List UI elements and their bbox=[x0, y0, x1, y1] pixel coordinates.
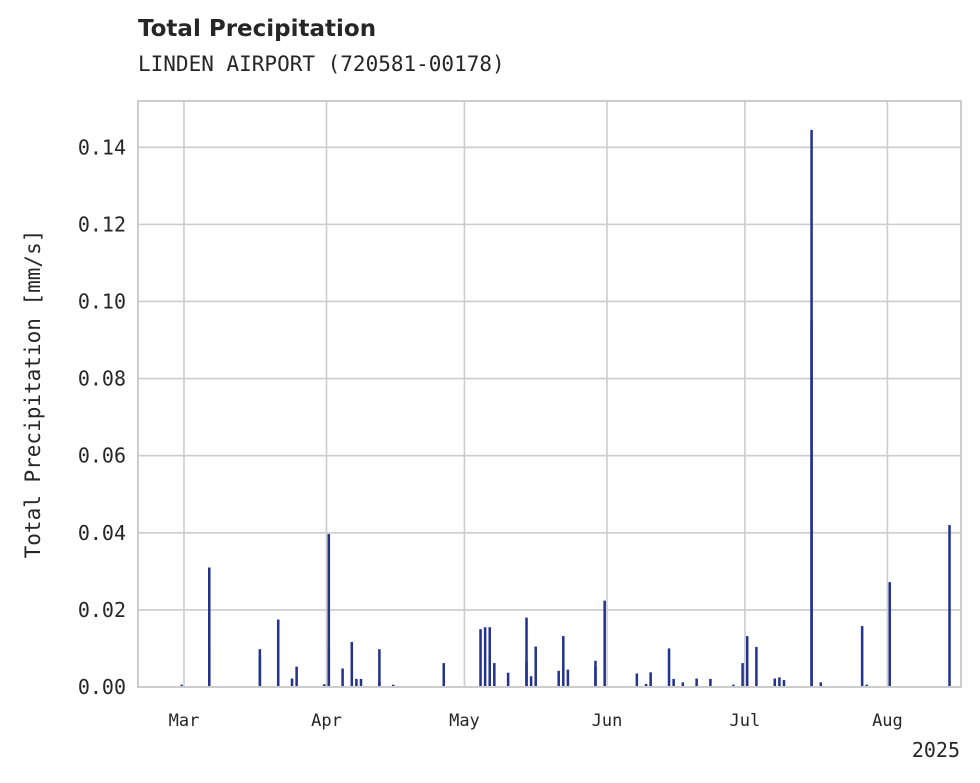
precip-bar bbox=[603, 600, 606, 687]
bar-series bbox=[180, 129, 951, 687]
precip-bar bbox=[442, 663, 446, 687]
y-tick-label: 0.00 bbox=[78, 675, 126, 699]
precip-bar bbox=[782, 680, 786, 687]
precip-bar bbox=[672, 678, 675, 687]
precip-bar bbox=[732, 684, 735, 687]
precip-bar bbox=[355, 678, 358, 687]
precip-bar bbox=[295, 666, 298, 687]
precip-bar bbox=[635, 673, 639, 687]
plot-frame bbox=[137, 100, 962, 688]
precip-bar bbox=[208, 567, 211, 687]
x-tick-label: May bbox=[449, 711, 480, 731]
precip-bar bbox=[327, 533, 331, 687]
precip-bar bbox=[341, 668, 344, 687]
chart-subtitle: LINDEN AIRPORT (720581-00178) bbox=[138, 52, 505, 76]
precip-bar bbox=[258, 649, 262, 687]
precip-bar bbox=[778, 677, 781, 687]
y-axis-label: Total Precipitation [mm/s] bbox=[21, 230, 45, 559]
x-tick-label: Jun bbox=[592, 711, 623, 731]
x-axis-ticks: Mar Apr May Jun Jul Aug bbox=[169, 711, 903, 731]
chart-title: Total Precipitation bbox=[138, 16, 377, 42]
precip-bar bbox=[562, 636, 565, 687]
precip-bar bbox=[819, 682, 823, 687]
precip-bar bbox=[525, 617, 528, 687]
precip-bar bbox=[773, 678, 777, 687]
precip-bar bbox=[557, 670, 560, 687]
x-tick-label: Jul bbox=[730, 711, 761, 731]
precip-bar bbox=[378, 649, 381, 687]
precip-bar bbox=[483, 627, 487, 687]
precip-bar bbox=[506, 672, 510, 687]
x-tick-label: Apr bbox=[311, 711, 342, 731]
precip-bar bbox=[649, 672, 652, 687]
precip-bar bbox=[755, 646, 758, 687]
precip-bar bbox=[534, 646, 537, 687]
precip-bar bbox=[180, 684, 183, 687]
precip-bar bbox=[681, 682, 685, 687]
precip-bar bbox=[327, 646, 331, 687]
precip-bar bbox=[948, 525, 951, 687]
precip-bar bbox=[488, 627, 491, 687]
precip-bar bbox=[888, 582, 891, 687]
y-tick-label: 0.08 bbox=[78, 367, 126, 391]
x-offset-label: 2025 bbox=[912, 738, 960, 762]
precip-bar bbox=[208, 644, 211, 687]
y-tick-label: 0.02 bbox=[78, 598, 126, 622]
precip-bar bbox=[709, 678, 712, 687]
precip-bar bbox=[350, 641, 354, 687]
precip-bar bbox=[644, 683, 648, 687]
precip-bar bbox=[276, 631, 280, 687]
precip-bar bbox=[493, 663, 496, 687]
y-tick-label: 0.04 bbox=[78, 521, 126, 545]
precip-bar bbox=[479, 629, 482, 687]
precip-bar bbox=[529, 676, 533, 687]
precip-bar bbox=[391, 684, 395, 687]
precip-bar bbox=[290, 678, 294, 687]
y-tick-label: 0.06 bbox=[78, 444, 126, 468]
precip-bar bbox=[810, 320, 813, 687]
x-tick-label: Mar bbox=[169, 711, 200, 731]
precip-bar bbox=[359, 678, 363, 687]
x-tick-label: Aug bbox=[872, 711, 903, 731]
precip-bar bbox=[860, 626, 864, 687]
precip-bar bbox=[322, 684, 326, 687]
precip-bar bbox=[695, 678, 698, 687]
precip-bar bbox=[594, 660, 597, 687]
grid-lines bbox=[138, 101, 961, 688]
y-tick-label: 0.10 bbox=[78, 289, 126, 313]
precip-bar bbox=[865, 684, 869, 687]
y-axis-ticks: 0.00 0.02 0.04 0.06 0.08 0.10 0.12 0.14 bbox=[78, 135, 126, 699]
precip-bar bbox=[741, 663, 744, 687]
y-tick-label: 0.12 bbox=[78, 212, 126, 236]
precip-bar bbox=[667, 648, 671, 687]
precip-bar bbox=[745, 636, 749, 687]
precip-bar bbox=[566, 669, 570, 687]
y-tick-label: 0.14 bbox=[78, 135, 126, 159]
